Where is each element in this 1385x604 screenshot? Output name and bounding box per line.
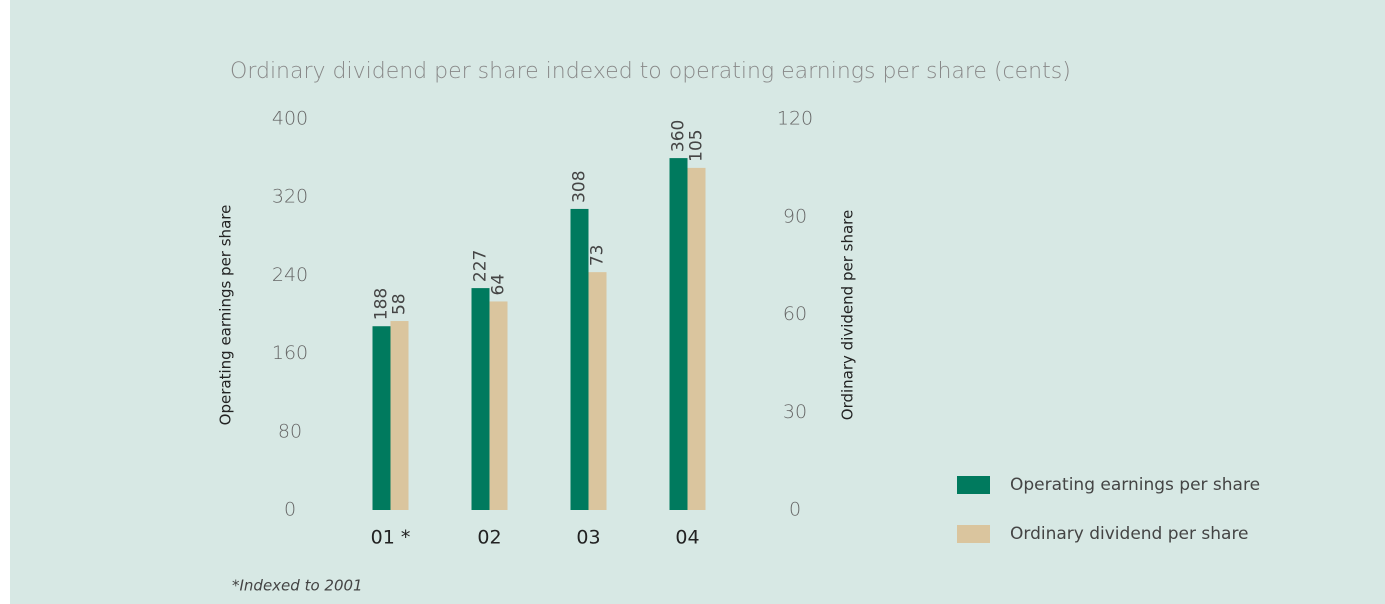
chart-title: Ordinary dividend per share indexed to o… xyxy=(230,59,1071,84)
data-label: 64 xyxy=(489,274,509,296)
data-label: 360 xyxy=(669,120,689,152)
footnote: *Indexed to 2001 xyxy=(232,577,363,595)
data-label: 308 xyxy=(570,170,590,202)
x-tick-label: 04 xyxy=(675,527,699,549)
data-label: 188 xyxy=(372,288,392,320)
data-label: 227 xyxy=(471,250,491,282)
y2-tick-label: 60 xyxy=(783,303,807,325)
legend-label: Ordinary dividend per share xyxy=(1010,524,1249,544)
legend-label: Operating earnings per share xyxy=(1010,475,1260,495)
x-tick-label: 02 xyxy=(477,527,501,549)
x-tick-label: 01 * xyxy=(371,527,411,549)
bar xyxy=(588,272,607,510)
legend-swatch xyxy=(957,476,990,494)
y-axis-title: Operating earnings per share xyxy=(217,205,235,426)
bar xyxy=(471,288,490,510)
y-tick-label: 80 xyxy=(278,420,302,442)
y2-tick-label: 90 xyxy=(783,205,807,227)
data-label: 73 xyxy=(588,245,608,267)
bar xyxy=(687,167,706,510)
y-tick-label: 160 xyxy=(272,342,308,364)
y-tick-label: 0 xyxy=(284,499,296,521)
bar xyxy=(390,321,409,510)
bar xyxy=(489,301,508,510)
y2-tick-label: 0 xyxy=(789,499,801,521)
x-tick-label: 03 xyxy=(576,527,600,549)
data-label: 105 xyxy=(687,129,707,161)
bar xyxy=(570,208,589,510)
legend-swatch xyxy=(957,525,990,543)
y2-tick-label: 120 xyxy=(777,108,813,130)
y-tick-label: 240 xyxy=(272,264,308,286)
bar xyxy=(669,158,688,510)
bar xyxy=(372,326,391,510)
y2-axis-title: Ordinary dividend per share xyxy=(839,210,857,420)
data-label: 58 xyxy=(390,293,410,315)
y-tick-label: 320 xyxy=(272,186,308,208)
y-tick-label: 400 xyxy=(272,108,308,130)
y2-tick-label: 30 xyxy=(783,401,807,423)
